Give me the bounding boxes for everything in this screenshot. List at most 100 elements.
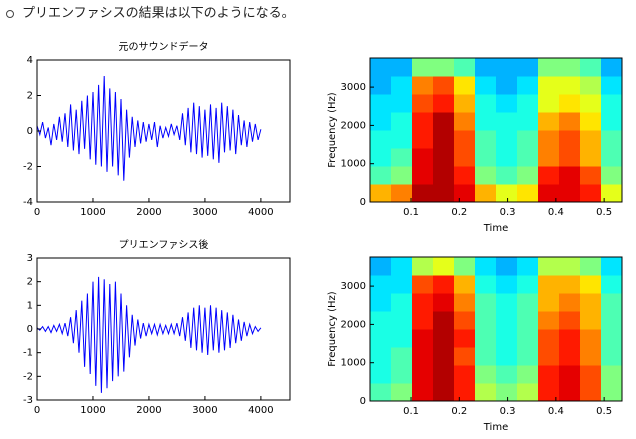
heat-cell — [580, 94, 602, 113]
heat-cell — [496, 94, 518, 113]
heat-cell — [538, 76, 560, 95]
heat-cell — [538, 257, 560, 276]
heat-cell — [496, 329, 518, 348]
heat-cell — [412, 184, 434, 203]
heat-cell — [559, 58, 581, 77]
heat-cell — [580, 275, 602, 294]
heat-cell — [580, 347, 602, 366]
heat-cell — [496, 311, 518, 330]
heat-cell — [412, 148, 434, 167]
heat-cell — [433, 184, 455, 203]
axes-frame — [369, 57, 623, 203]
y-tick-label: 2 — [27, 91, 33, 102]
heat-cell — [370, 257, 392, 276]
heat-cell — [391, 166, 413, 185]
heat-cell — [475, 311, 497, 330]
heat-cell — [580, 257, 602, 276]
heat-cell — [433, 257, 455, 276]
heat-cell — [454, 58, 476, 77]
heat-cell — [412, 365, 434, 384]
y-tick-label: 0 — [27, 324, 33, 335]
plot-area — [37, 60, 290, 202]
heat-cell — [538, 329, 560, 348]
heat-cell — [601, 383, 623, 402]
heat-cell — [475, 365, 497, 384]
heat-cell — [391, 130, 413, 149]
heat-cell — [538, 148, 560, 167]
heat-cell — [538, 311, 560, 330]
y-tick-label: 3000 — [341, 82, 366, 93]
y-tick-label: 2000 — [341, 120, 366, 131]
y-tick-label: 0 — [27, 126, 33, 137]
heat-cell — [391, 347, 413, 366]
heat-cell — [580, 293, 602, 312]
heat-cell — [391, 275, 413, 294]
y-tick-label: 4 — [27, 55, 33, 66]
heat-cell — [538, 58, 560, 77]
x-tick-label: 0.5 — [596, 207, 612, 218]
heat-cell — [454, 94, 476, 113]
heat-cell — [601, 130, 623, 149]
x-tick-label: 4000 — [248, 207, 273, 218]
heat-cell — [580, 58, 602, 77]
heat-cell — [538, 365, 560, 384]
heat-cell — [496, 257, 518, 276]
heat-cell — [580, 184, 602, 203]
heat-cell — [601, 311, 623, 330]
heat-cell — [454, 257, 476, 276]
heat-cell — [496, 76, 518, 95]
x-axis-label: Time — [483, 223, 508, 234]
heat-cell — [601, 365, 623, 384]
y-tick-label: -2 — [23, 371, 33, 382]
heat-cell — [454, 383, 476, 402]
heat-cell — [433, 130, 455, 149]
heat-cell — [601, 76, 623, 95]
bullet-label: プリエンファシスの結果は以下のようになる。 — [22, 6, 295, 21]
heat-cell — [580, 76, 602, 95]
heat-cell — [370, 130, 392, 149]
heat-cell — [412, 257, 434, 276]
heat-cell — [475, 275, 497, 294]
heat-cell — [454, 293, 476, 312]
heat-cell — [496, 148, 518, 167]
heat-cell — [370, 76, 392, 95]
heat-cell — [559, 293, 581, 312]
heat-cell — [370, 329, 392, 348]
waveform — [36, 75, 262, 181]
heat-cell — [559, 94, 581, 113]
heat-cell — [475, 293, 497, 312]
heat-cell — [580, 166, 602, 185]
x-tick-label: 3000 — [192, 207, 217, 218]
x-tick-label: 0 — [34, 207, 40, 218]
heat-cell — [475, 347, 497, 366]
heat-cell — [538, 94, 560, 113]
x-axis-label: Time — [483, 422, 508, 433]
x-tick-label: 0.3 — [500, 207, 516, 218]
heat-cell — [391, 293, 413, 312]
heat-cell — [391, 257, 413, 276]
waveform — [36, 276, 262, 393]
y-tick-label: -3 — [23, 395, 33, 406]
heat-cell — [370, 94, 392, 113]
heat-cell — [370, 311, 392, 330]
heat-cell — [391, 365, 413, 384]
heat-cell — [475, 58, 497, 77]
heat-cell — [559, 347, 581, 366]
x-tick-label: 0.2 — [451, 406, 467, 417]
heat-cell — [601, 293, 623, 312]
y-tick-label: 3 — [27, 253, 33, 264]
heat-cell — [391, 329, 413, 348]
heat-cell — [412, 58, 434, 77]
y-tick-label: 1 — [27, 300, 33, 311]
heat-cell — [433, 293, 455, 312]
heat-cell — [559, 311, 581, 330]
heat-cell — [517, 148, 539, 167]
heat-cell — [475, 76, 497, 95]
heat-cell — [433, 58, 455, 77]
heat-cell — [496, 58, 518, 77]
x-tick-label: 0.3 — [500, 406, 516, 417]
heat-cell — [370, 148, 392, 167]
heat-cell — [559, 112, 581, 131]
